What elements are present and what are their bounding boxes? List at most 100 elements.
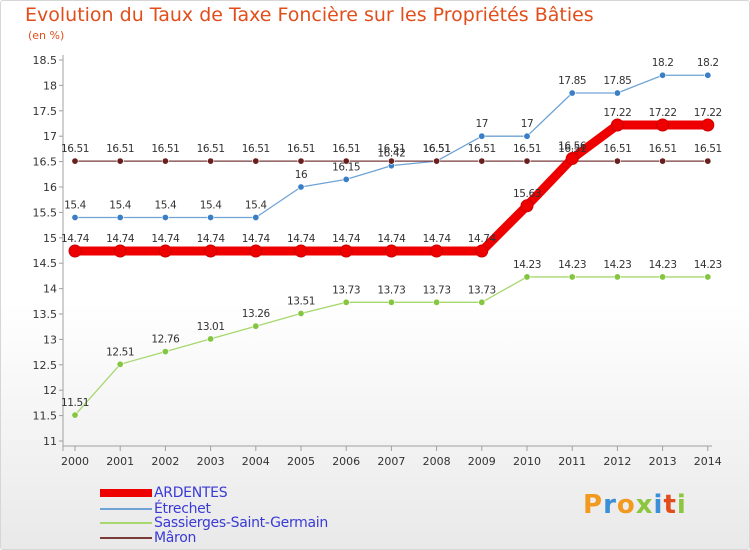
data-point <box>520 199 534 213</box>
x-tick-label: 2004 <box>242 455 270 468</box>
legend-label: ARDENTES <box>154 485 228 501</box>
data-point <box>613 273 621 281</box>
data-point <box>523 132 531 140</box>
data-label: 16.51 <box>332 143 360 155</box>
data-point <box>659 71 667 79</box>
legend-item-etrechet[interactable]: Étrechet <box>100 501 211 517</box>
data-label: 16.51 <box>513 143 541 155</box>
data-point <box>701 118 715 132</box>
data-point <box>478 132 486 140</box>
data-point <box>704 71 712 79</box>
data-point <box>613 157 621 165</box>
data-label: 13.73 <box>377 284 405 296</box>
data-point <box>71 157 79 165</box>
y-tick-label: 18.5 <box>33 54 58 67</box>
x-tick-label: 2000 <box>61 455 89 468</box>
data-label: 17.85 <box>603 75 631 87</box>
legend-item-ardentes[interactable]: ARDENTES <box>100 485 228 501</box>
data-label: 14.74 <box>287 233 316 245</box>
data-point <box>523 157 531 165</box>
data-label: 13.73 <box>332 284 360 296</box>
y-tick-label: 16.5 <box>33 156 58 169</box>
data-label: 15.4 <box>64 199 86 211</box>
data-label: 18.2 <box>697 57 719 69</box>
data-label: 14.23 <box>558 259 586 271</box>
data-label: 17.22 <box>694 107 722 119</box>
data-point <box>207 335 215 343</box>
data-label: 17 <box>521 118 534 130</box>
data-label: 16.51 <box>242 143 270 155</box>
x-tick-label: 2012 <box>603 455 631 468</box>
y-tick-label: 12.5 <box>33 359 58 372</box>
data-point <box>387 157 395 165</box>
data-label: 14.23 <box>513 259 541 271</box>
data-point <box>433 157 441 165</box>
data-label: 17.85 <box>558 75 586 87</box>
data-label: 12.51 <box>106 346 134 358</box>
data-label: 15.4 <box>109 199 131 211</box>
legend-swatch-sassierges <box>100 522 152 524</box>
y-tick-label: 12 <box>43 384 57 397</box>
y-tick-label: 17.5 <box>33 105 58 118</box>
data-label: 16.51 <box>423 143 451 155</box>
logo-letter: i <box>676 490 687 520</box>
data-point <box>387 298 395 306</box>
data-label: 15.63 <box>513 188 541 200</box>
data-point <box>161 213 169 221</box>
data-point <box>342 175 350 183</box>
chart-unit-label: (en %) <box>28 29 65 42</box>
chart-title: Evolution du Taux de Taxe Foncière sur l… <box>25 4 594 26</box>
data-label: 17.22 <box>649 107 677 119</box>
data-label: 16.51 <box>287 143 315 155</box>
y-tick-label: 11 <box>43 435 57 448</box>
data-point <box>565 152 579 166</box>
data-label: 16.51 <box>151 143 179 155</box>
data-point <box>478 157 486 165</box>
data-label: 14.74 <box>423 233 452 245</box>
x-tick-label: 2013 <box>649 455 677 468</box>
x-tick-label: 2008 <box>423 455 451 468</box>
data-point <box>659 157 667 165</box>
data-point <box>204 244 218 258</box>
legend-item-maron[interactable]: Mâron <box>100 530 196 546</box>
y-tick-label: 14 <box>43 283 57 296</box>
data-label: 16.51 <box>377 143 405 155</box>
data-label: 13.73 <box>423 284 451 296</box>
data-point <box>161 348 169 356</box>
data-label: 16.51 <box>603 143 631 155</box>
data-point <box>71 411 79 419</box>
data-point <box>610 118 624 132</box>
data-point <box>297 183 305 191</box>
x-tick-label: 2006 <box>332 455 360 468</box>
legend-label: Mâron <box>154 530 197 546</box>
x-tick-label: 2009 <box>468 455 496 468</box>
logo-letter: i <box>653 490 664 520</box>
y-tick-label: 13 <box>43 333 57 346</box>
data-point <box>478 298 486 306</box>
data-label: 12.76 <box>151 334 180 346</box>
data-point <box>568 89 576 97</box>
data-point <box>523 273 531 281</box>
data-label: 14.74 <box>468 233 497 245</box>
logo-letter: o <box>616 490 636 520</box>
data-point <box>297 157 305 165</box>
data-label: 15.4 <box>245 199 267 211</box>
data-label: 14.74 <box>106 233 135 245</box>
x-tick-label: 2002 <box>151 455 179 468</box>
data-point <box>659 273 667 281</box>
data-label: 16.56 <box>558 141 587 153</box>
legend-swatch-ardentes <box>100 489 152 497</box>
legend-label: Sassierges-Saint-Germain <box>154 515 328 531</box>
data-label: 16.51 <box>61 143 89 155</box>
data-point <box>68 244 82 258</box>
data-point <box>158 244 172 258</box>
data-label: 14.23 <box>603 259 631 271</box>
logo-letter: t <box>663 490 677 520</box>
logo-letter: r <box>603 490 617 520</box>
data-label: 13.51 <box>287 295 315 307</box>
x-tick-label: 2007 <box>377 455 405 468</box>
legend-item-sassierges[interactable]: Sassierges-Saint-Germain <box>100 515 328 531</box>
data-point <box>161 157 169 165</box>
